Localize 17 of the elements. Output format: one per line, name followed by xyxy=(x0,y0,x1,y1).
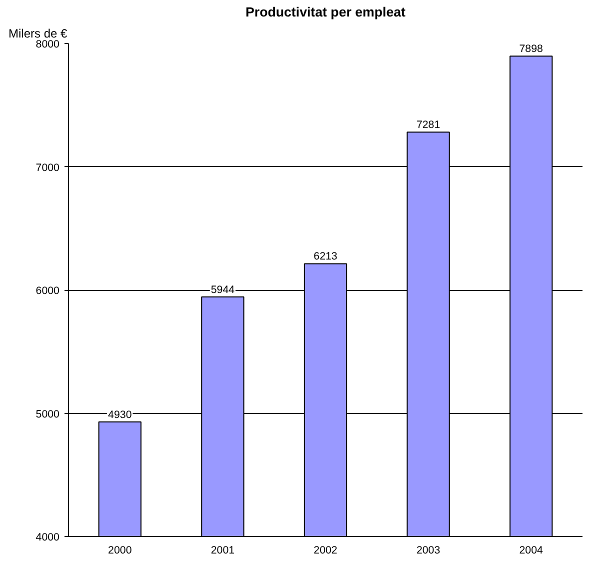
chart-title: Productivitat per empleat xyxy=(246,4,406,20)
x-tick-label: 2002 xyxy=(314,544,338,556)
x-tick-label: 2003 xyxy=(416,544,440,556)
x-tick-label: 2001 xyxy=(210,544,235,556)
data-label: 7281 xyxy=(416,119,440,132)
y-axis-title: Milers de € xyxy=(8,26,68,40)
data-label: 4930 xyxy=(108,408,132,421)
y-tick-label: 8000 xyxy=(36,38,60,50)
y-tick-label: 5000 xyxy=(36,408,60,420)
y-tick-label: 6000 xyxy=(36,285,60,297)
y-tick-label: 4000 xyxy=(36,532,60,544)
y-tick-label: 7000 xyxy=(36,162,60,174)
x-tick-label: 2000 xyxy=(108,544,132,556)
x-tick-label: 2004 xyxy=(519,544,544,556)
data-label: 6213 xyxy=(314,250,338,263)
data-label: 5944 xyxy=(210,284,235,296)
data-label: 7898 xyxy=(519,43,544,56)
